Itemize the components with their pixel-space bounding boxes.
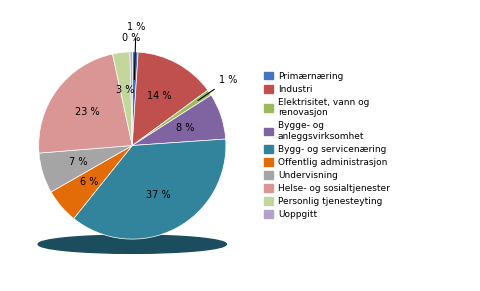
Wedge shape — [132, 95, 225, 146]
Text: 37 %: 37 % — [146, 190, 170, 200]
Text: 7 %: 7 % — [69, 157, 88, 167]
Wedge shape — [132, 52, 207, 146]
Text: 23 %: 23 % — [75, 107, 99, 117]
Wedge shape — [51, 146, 132, 219]
Wedge shape — [132, 90, 211, 146]
Wedge shape — [130, 52, 132, 146]
Text: 3 %: 3 % — [116, 85, 134, 95]
Text: 1 %: 1 % — [127, 22, 145, 79]
Text: 14 %: 14 % — [147, 91, 171, 101]
Ellipse shape — [38, 235, 226, 253]
Wedge shape — [112, 52, 132, 146]
Wedge shape — [132, 52, 138, 146]
Legend: Primærnæring, Industri, Elektrisitet, vann og
renovasjon, Bygge- og
anleggsvirks: Primærnæring, Industri, Elektrisitet, va… — [264, 72, 389, 219]
Wedge shape — [39, 146, 132, 192]
Text: 8 %: 8 % — [176, 123, 194, 133]
Wedge shape — [38, 54, 132, 153]
Text: 1 %: 1 % — [197, 75, 237, 100]
Text: 0 %: 0 % — [121, 33, 140, 43]
Text: 6 %: 6 % — [80, 177, 98, 187]
Wedge shape — [73, 139, 226, 239]
